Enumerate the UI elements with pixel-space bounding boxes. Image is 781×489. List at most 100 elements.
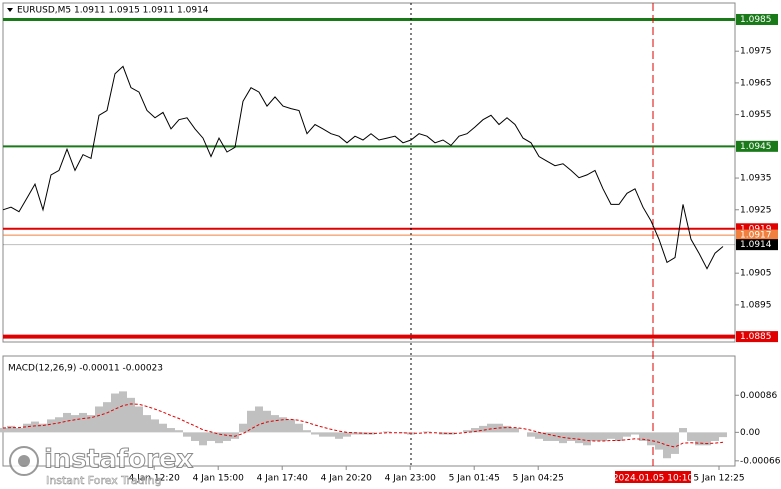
histogram-bar — [71, 415, 79, 433]
histogram-bar — [351, 432, 359, 435]
histogram-bar — [543, 432, 551, 441]
histogram-bar — [359, 432, 367, 435]
histogram-bar — [503, 425, 511, 433]
histogram-bar — [303, 430, 311, 433]
histogram-bar — [63, 412, 71, 433]
histogram-bar — [87, 415, 95, 433]
histogram-bar — [599, 432, 607, 441]
histogram-bar — [591, 432, 599, 441]
level-label-box — [736, 239, 778, 251]
y-tick-label: 1.0965 — [740, 78, 772, 88]
histogram-bar — [135, 406, 143, 433]
y-tick-label: 1.0905 — [740, 269, 772, 279]
histogram-bar — [439, 432, 447, 435]
y-tick-label: 1.0895 — [740, 300, 772, 310]
x-tick-label: 4 Jan 17:40 — [257, 474, 309, 484]
histogram-bar — [471, 428, 479, 433]
level-label-box — [736, 223, 778, 235]
x-tick-label: 4 Jan 15:00 — [193, 474, 245, 484]
y-tick-label: 1.0925 — [740, 205, 772, 215]
time-label-box — [615, 471, 691, 483]
level-label-box — [736, 13, 778, 25]
histogram-bar — [319, 432, 327, 437]
histogram-bar — [271, 415, 279, 433]
x-tick-label: 5 Jan 12:25 — [693, 474, 744, 484]
x-tick-label: 5 Jan 01:45 — [449, 474, 500, 484]
signal-line — [2, 403, 724, 448]
y-tick-label: -0.00066 — [740, 456, 781, 466]
macd-panel — [2, 355, 736, 467]
level-label: 1.0914 — [740, 240, 772, 250]
y-tick-label: 1.0935 — [740, 174, 772, 184]
histogram-bar — [167, 428, 175, 433]
level-label: 1.0917 — [740, 231, 772, 241]
level-label: 1.0919 — [740, 224, 772, 234]
histogram-bar — [223, 432, 231, 441]
histogram-bar — [143, 415, 151, 433]
histogram-bar — [191, 432, 199, 441]
x-tick-label: 4 Jan 23:00 — [385, 474, 437, 484]
time-label: 2024.01.05 10:10 — [613, 474, 694, 484]
histogram-bar — [7, 425, 15, 433]
histogram-bar — [119, 391, 127, 433]
histogram-bar — [95, 406, 103, 433]
chart-title: EURUSD,M5 1.0911 1.0915 1.0911 1.0914 — [17, 6, 209, 16]
histogram-bar — [175, 430, 183, 433]
histogram-bar — [23, 423, 31, 433]
histogram-bar — [215, 432, 223, 444]
level-label-box — [736, 140, 778, 152]
histogram-bar — [607, 432, 615, 439]
histogram-bar — [183, 432, 191, 437]
level-label: 1.0945 — [740, 142, 772, 152]
histogram-bar — [247, 410, 255, 433]
histogram-bar — [239, 423, 247, 433]
histogram-bar — [583, 432, 591, 446]
histogram-bar — [639, 432, 647, 441]
histogram-bar — [335, 432, 343, 439]
logo-dot — [18, 455, 30, 467]
x-tick-label: 4 Jan 20:20 — [321, 474, 373, 484]
histogram-bar — [423, 431, 431, 433]
histogram-bar — [47, 419, 55, 433]
histogram-bar — [383, 431, 391, 433]
histogram-bar — [463, 430, 471, 433]
price-line — [2, 65, 724, 270]
histogram-bar — [199, 432, 207, 446]
histogram-bar — [0, 428, 7, 433]
histogram-bar — [695, 432, 703, 446]
histogram-bar — [399, 432, 407, 434]
histogram-bar — [231, 432, 239, 439]
histogram-bar — [55, 417, 63, 433]
watermark-tagline: Instant Forex Trading — [46, 474, 162, 487]
histogram-bar — [679, 428, 687, 433]
histogram-bar — [711, 432, 719, 441]
histogram-bar — [311, 432, 319, 435]
histogram-bar — [39, 423, 47, 433]
histogram-bar — [295, 423, 303, 433]
histogram-bar — [511, 428, 519, 433]
level-label: 1.0885 — [740, 332, 772, 342]
price-panel — [2, 2, 736, 343]
histogram-bar — [15, 428, 23, 433]
x-tick-label: 5 Jan 04:25 — [513, 474, 564, 484]
histogram-bar — [535, 432, 543, 439]
histogram-bar — [31, 421, 39, 433]
histogram-bar — [703, 432, 711, 446]
histogram-bar — [159, 423, 167, 433]
histogram-bar — [615, 432, 623, 441]
histogram-bar — [151, 419, 159, 433]
plot-layer: 1.0975 1.0965 1.0955 1.0935 1.0925 1.0905 1.08… — [0, 3, 781, 484]
level-label-box — [736, 229, 778, 241]
histogram-bar — [79, 412, 87, 433]
histogram-bar — [207, 432, 215, 441]
histogram-bar — [671, 432, 679, 454]
histogram-bar — [719, 432, 727, 438]
watermark: instaforex Instant Forex Trading — [9, 444, 194, 487]
histogram-bar — [655, 432, 663, 450]
histogram-bar — [327, 432, 335, 437]
y-tick-label: 1.0975 — [740, 47, 772, 57]
histogram-bar — [687, 432, 695, 441]
watermark-name: instaforex — [44, 445, 194, 475]
histogram-bar — [111, 393, 119, 433]
